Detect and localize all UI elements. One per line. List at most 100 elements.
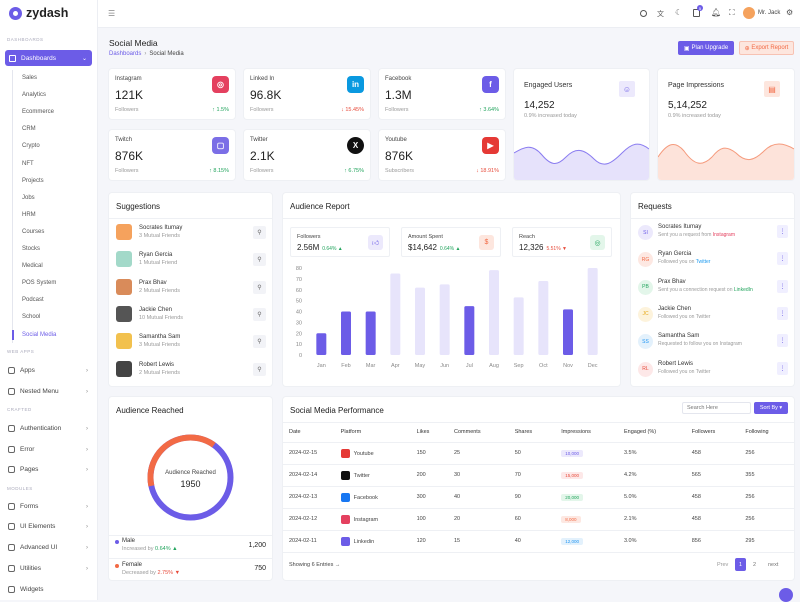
column-header[interactable]: Platform (340, 422, 417, 443)
add-friend-icon[interactable]: ⚲ (253, 362, 266, 376)
sidebar-nav-item[interactable]: Authentication › (8, 425, 88, 432)
more-vert-icon[interactable]: ⋮ (777, 252, 788, 266)
fullscreen-icon[interactable]: ⛶ (729, 8, 735, 17)
column-header[interactable]: Comments (454, 422, 515, 443)
user-name[interactable]: Mr. Jack (758, 10, 781, 16)
add-friend-icon[interactable]: ⚲ (253, 307, 266, 321)
table-row[interactable]: 2024-02-13 Facebook 300 40 90 20,000 5.0% 458 25… (283, 486, 794, 509)
settings-gear-icon[interactable]: ⚙ (786, 8, 794, 17)
moon-icon[interactable]: ☾ (675, 8, 683, 17)
table-row[interactable]: 2024-02-11 Linkedin 120 15 40 12,000 3.0% 856 29… (283, 530, 794, 553)
column-header[interactable]: Engaged (%) (623, 422, 692, 443)
more-vert-icon[interactable]: ⋮ (777, 361, 788, 375)
column-header[interactable]: Date (283, 422, 341, 443)
sidebar-subitem[interactable]: Projects (22, 177, 44, 184)
request-item[interactable]: RG Ryan Gercia Followed you on Twitter ⋮ (638, 250, 788, 276)
sidebar-nav-item[interactable]: Widgets (8, 586, 88, 593)
cell-comments: 25 (454, 442, 515, 465)
breadcrumb-root[interactable]: Dashboards (109, 51, 142, 57)
more-vert-icon[interactable]: ⋮ (777, 225, 788, 238)
more-vert-icon[interactable]: ⋮ (777, 334, 788, 348)
cart-icon[interactable] (693, 9, 700, 17)
settings-fab-button[interactable] (779, 588, 793, 602)
sidebar-subitem[interactable]: Jobs (22, 194, 35, 201)
sidebar-nav-item[interactable]: Apps › (8, 367, 88, 374)
table-row[interactable]: 2024-02-15 Youtube 150 25 50 10,000 3.5% 458 256 (283, 442, 794, 465)
add-friend-icon[interactable]: ⚲ (253, 226, 266, 239)
pagination-page-2[interactable]: 2 (753, 562, 757, 568)
sidebar-nav-item[interactable]: UI Elements › (8, 523, 88, 530)
menu-toggle-icon[interactable]: ☰ (108, 9, 116, 18)
request-text: Followed you on Twitter (658, 313, 711, 320)
request-item[interactable]: SS Samantha Sam Requested to follow you on… (638, 332, 788, 358)
male-sub: Increased by 0.64% ▲ (122, 546, 178, 552)
column-header[interactable]: Followers (691, 422, 746, 443)
stat-card-instagram: Instagram 121K Followers ↑ 1.5% ◎ (109, 69, 235, 119)
bell-icon[interactable]: 🔔︎ (711, 8, 722, 17)
avatar[interactable] (743, 7, 755, 19)
sidebar-subitem[interactable]: Sales (22, 75, 38, 81)
translate-icon[interactable]: 文 (657, 11, 664, 18)
sidebar-subitem[interactable]: NFT (22, 160, 34, 167)
sidebar-subitem[interactable]: Social Media (11, 329, 57, 340)
more-vert-icon[interactable]: ⋮ (777, 306, 788, 320)
sidebar-nav-item[interactable]: Utilities › (8, 565, 88, 572)
page-impressions-sparkline (658, 143, 794, 180)
sidebar-subitem[interactable]: Medical (22, 263, 43, 270)
sidebar-nav-item[interactable]: Nested Menu › (8, 388, 88, 395)
search-icon[interactable] (640, 10, 647, 17)
cell-impressions: 20,000 (561, 486, 624, 509)
app-logo[interactable]: zydash (9, 6, 68, 20)
sidebar-nav-item[interactable]: Advanced UI › (8, 544, 88, 551)
plan-upgrade-button[interactable]: ▣ Plan Upgrade (678, 41, 734, 55)
more-vert-icon[interactable]: ⋮ (777, 279, 788, 293)
request-item[interactable]: RL Robert Lewis Followed you on Twitter ⋮ (638, 360, 788, 386)
column-header[interactable]: Likes (416, 422, 454, 443)
column-header[interactable]: Impressions (561, 422, 624, 443)
pagination-page-1[interactable]: 1 (735, 558, 746, 571)
list-item[interactable]: Samantha Sam 3 Mutual Friends ⚲ (116, 333, 266, 355)
sidebar-subitem[interactable]: Stocks (22, 246, 41, 252)
sidebar-subitem[interactable]: POS System (22, 280, 57, 287)
sidebar-item-dashboards[interactable]: Dashboards ⌄ (5, 50, 92, 66)
cell-followers: 856 (691, 530, 746, 553)
sidebar-subitem[interactable]: Crypto (22, 143, 40, 150)
nav-label: Pages (20, 466, 39, 473)
sidebar-subitem[interactable]: CRM (22, 126, 36, 133)
sort-by-button[interactable]: Sort By ▾ (754, 402, 788, 414)
add-friend-icon[interactable]: ⚲ (253, 253, 266, 267)
sidebar-subitem[interactable]: HRM (22, 211, 36, 218)
request-item[interactable]: PB Prax Bhav Sent you a connection request… (638, 278, 788, 304)
sidebar-subitem[interactable]: Ecommerce (22, 109, 55, 116)
metric-change: 0.64% ▲ (439, 246, 461, 252)
table-row[interactable]: 2024-02-12 Instagram 100 20 60 8,000 2.1% 458 25… (283, 508, 794, 531)
list-item[interactable]: Robert Lewis 2 Mutual Friends ⚲ (116, 360, 266, 383)
stat-label: Facebook (385, 76, 412, 82)
cell-impressions: 15,000 (561, 464, 624, 487)
sidebar-nav-item[interactable]: Error › (8, 446, 88, 453)
sidebar-subitem[interactable]: Courses (22, 228, 45, 235)
sidebar-nav-item[interactable]: Forms › (8, 503, 88, 510)
export-report-button[interactable]: ⊕ Export Report (739, 41, 794, 55)
sidebar-subitem[interactable]: Podcast (22, 297, 44, 304)
table-row[interactable]: 2024-02-14 Twitter 200 30 70 15,000 4.2% 565 355 (283, 464, 794, 487)
suggestion-mutual: 3 Mutual Friends (139, 342, 180, 349)
list-item[interactable]: Jackie Chen 10 Mutual Friends ⚲ (116, 305, 266, 328)
stat-label: Linked In (250, 76, 275, 82)
sidebar-subitem[interactable]: Analytics (22, 92, 47, 99)
pagination-next[interactable]: next (768, 562, 779, 568)
request-item[interactable]: SI Socrates Itumay Sent you a request from… (638, 223, 788, 249)
column-header[interactable]: Shares (514, 422, 562, 443)
search-input[interactable] (682, 402, 751, 414)
sidebar-subitem[interactable]: School (22, 314, 41, 321)
add-friend-icon[interactable]: ⚲ (253, 280, 266, 294)
list-item[interactable]: Ryan Gercia 1 Mutual Friend ⚲ (116, 251, 266, 273)
pagination-prev[interactable]: Prev (717, 562, 729, 568)
cell-likes: 120 (416, 530, 454, 553)
add-friend-icon[interactable]: ⚲ (253, 335, 266, 349)
sidebar-nav-item[interactable]: Pages › (8, 466, 88, 473)
request-item[interactable]: JC Jackie Chen Followed you on Twitter ⋮ (638, 305, 788, 331)
list-item[interactable]: Socrates Itumay 3 Mutual Friends ⚲ (116, 224, 266, 246)
list-item[interactable]: Prax Bhav 2 Mutual Friends ⚲ (116, 278, 266, 301)
column-header[interactable]: Following (745, 422, 794, 443)
